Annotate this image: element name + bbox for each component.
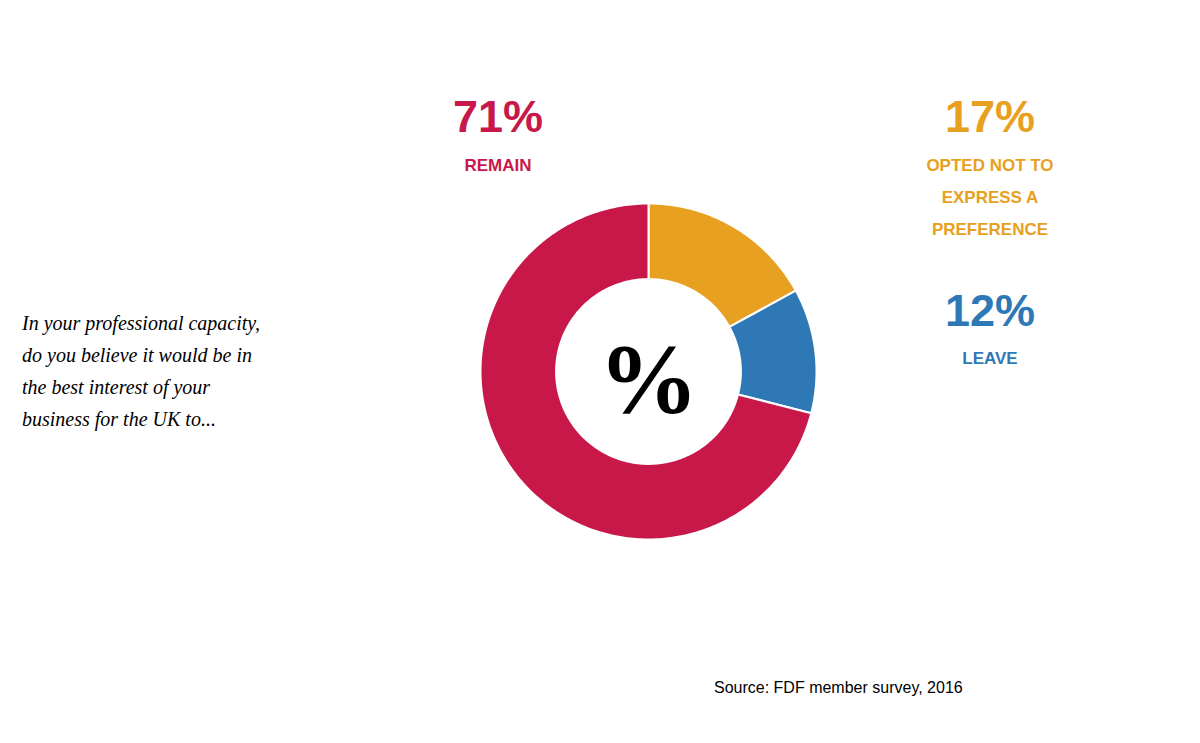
- html-text:LEAVE: LEAVE: [962, 349, 1018, 368]
- html-text:Source: FDF member survey, 201: Source: FDF member survey, 2016: [714, 679, 963, 696]
- html-text:OPTED NOT TO EXPRESS A PREFERE: OPTED NOT TO EXPRESS A PREFERENCE: [926, 155, 1054, 239]
- html-text:In your professional capacity,: In your professional capacity, do you be…: [22, 312, 261, 430]
- html-text:71%: 71%: [453, 91, 543, 142]
- svg-text:%: %: [599, 323, 699, 434]
- html-text:12%: 12%: [945, 284, 1035, 336]
- html-text:17%: 17%: [945, 91, 1035, 142]
- html-text:REMAIN: REMAIN: [464, 155, 532, 175]
